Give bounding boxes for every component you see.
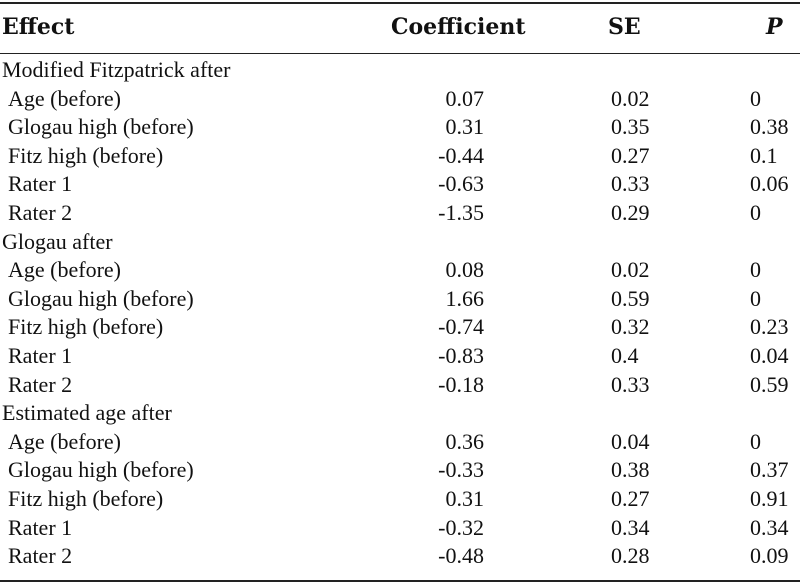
table-row: Fitz high (before) -0.44 0.27 0.1 xyxy=(0,142,800,171)
coefficient-value: -0.33 xyxy=(438,457,484,483)
effect-label: Age (before) xyxy=(8,428,121,454)
table-row: Glogau high (before) 1.66 0.59 0 xyxy=(0,285,800,314)
table-row: Age (before) 0.08 0.02 0 xyxy=(0,256,800,285)
table-row: Rater 2 -1.35 0.29 0 xyxy=(0,199,800,228)
table-row: Rater 2 -0.48 0.28 0.09 xyxy=(0,542,800,571)
effect-label: Glogau high (before) xyxy=(8,457,194,483)
p-value: 0 xyxy=(750,199,761,225)
se-value: 0.27 xyxy=(611,142,650,168)
group-heading: Estimated age after xyxy=(0,399,800,428)
coefficient-value: 1.66 xyxy=(445,285,485,311)
coefficient-value: 0.31 xyxy=(445,485,485,511)
p-value: 0.09 xyxy=(750,543,789,569)
effect-label: Rater 1 xyxy=(8,171,73,197)
table-row: Rater 1 -0.63 0.33 0.06 xyxy=(0,170,800,199)
table-row: Rater 1 -0.83 0.4 0.04 xyxy=(0,342,800,371)
se-value: 0.04 xyxy=(611,428,650,454)
table-row: Fitz high (before) -0.74 0.32 0.23 xyxy=(0,313,800,342)
p-value: 0.1 xyxy=(750,142,778,168)
effect-label: Age (before) xyxy=(8,257,121,283)
p-value: 0 xyxy=(750,257,761,283)
header-se: SE xyxy=(608,14,641,40)
top-rule xyxy=(0,2,800,4)
se-value: 0.32 xyxy=(611,314,650,340)
coefficient-value: -0.44 xyxy=(438,142,484,168)
p-value: 0.91 xyxy=(750,485,789,511)
table-row: Glogau high (before) 0.31 0.35 0.38 xyxy=(0,113,800,142)
coefficient-value: -0.32 xyxy=(438,514,484,540)
table-row: Glogau high (before) -0.33 0.38 0.37 xyxy=(0,456,800,485)
group-title: Glogau after xyxy=(2,228,113,254)
se-value: 0.28 xyxy=(611,543,650,569)
p-value: 0.34 xyxy=(750,514,789,540)
header-rule xyxy=(0,53,800,54)
effect-label: Fitz high (before) xyxy=(8,314,164,340)
coefficient-value: -0.18 xyxy=(438,371,484,397)
p-value: 0.37 xyxy=(750,457,789,483)
se-value: 0.29 xyxy=(611,199,650,225)
effect-label: Rater 1 xyxy=(8,514,73,540)
coefficient-value: 0.36 xyxy=(445,428,485,454)
group-title: Modified Fitzpatrick after xyxy=(2,57,231,82)
se-value: 0.35 xyxy=(611,114,650,140)
coefficient-value: 0.31 xyxy=(445,114,485,140)
coefficient-value: -0.74 xyxy=(438,314,484,340)
p-value: 0 xyxy=(750,85,761,111)
coefficient-value: 0.07 xyxy=(445,85,485,111)
effect-label: Fitz high (before) xyxy=(8,485,164,511)
table-row: Fitz high (before) 0.31 0.27 0.91 xyxy=(0,485,800,514)
se-value: 0.59 xyxy=(611,285,650,311)
p-value: 0.04 xyxy=(750,342,789,368)
p-value: 0 xyxy=(750,285,761,311)
se-value: 0.38 xyxy=(611,457,650,483)
group-heading: Glogau after xyxy=(0,228,800,257)
effect-label: Rater 2 xyxy=(8,199,73,225)
effect-label: Rater 2 xyxy=(8,371,73,397)
table-body: Modified Fitzpatrick after Age (before) … xyxy=(0,56,800,571)
table-row: Rater 2 -0.18 0.33 0.59 xyxy=(0,371,800,400)
effect-label: Rater 1 xyxy=(8,342,73,368)
table-row: Age (before) 0.36 0.04 0 xyxy=(0,428,800,457)
se-value: 0.02 xyxy=(611,85,650,111)
p-value: 0.59 xyxy=(750,371,789,397)
coefficient-value: 0.08 xyxy=(445,257,485,283)
group-title: Estimated age after xyxy=(2,400,172,426)
effect-label: Glogau high (before) xyxy=(8,285,194,311)
coefficient-value: -0.83 xyxy=(438,342,484,368)
coefficient-value: -1.35 xyxy=(438,199,484,225)
group-heading: Modified Fitzpatrick after xyxy=(0,56,800,85)
se-value: 0.33 xyxy=(611,171,650,197)
coefficient-value: -0.48 xyxy=(438,543,484,569)
p-value: 0.06 xyxy=(750,171,789,197)
se-value: 0.4 xyxy=(611,342,639,368)
table-row: Age (before) 0.07 0.02 0 xyxy=(0,85,800,114)
coefficient-value: -0.63 xyxy=(438,171,484,197)
effect-label: Glogau high (before) xyxy=(8,114,194,140)
p-value: 0.38 xyxy=(750,114,789,140)
se-value: 0.27 xyxy=(611,485,650,511)
header-coefficient: Coefficient xyxy=(391,14,526,40)
effect-label: Rater 2 xyxy=(8,543,73,569)
p-value: 0.23 xyxy=(750,314,789,340)
header-effect: Effect xyxy=(2,14,75,40)
se-value: 0.02 xyxy=(611,257,650,283)
effect-label: Fitz high (before) xyxy=(8,142,164,168)
se-value: 0.34 xyxy=(611,514,650,540)
header-p: P xyxy=(766,14,783,40)
table-row: Rater 1 -0.32 0.34 0.34 xyxy=(0,514,800,543)
p-value: 0 xyxy=(750,428,761,454)
effect-label: Age (before) xyxy=(8,85,121,111)
bottom-rule xyxy=(0,580,800,582)
se-value: 0.33 xyxy=(611,371,650,397)
